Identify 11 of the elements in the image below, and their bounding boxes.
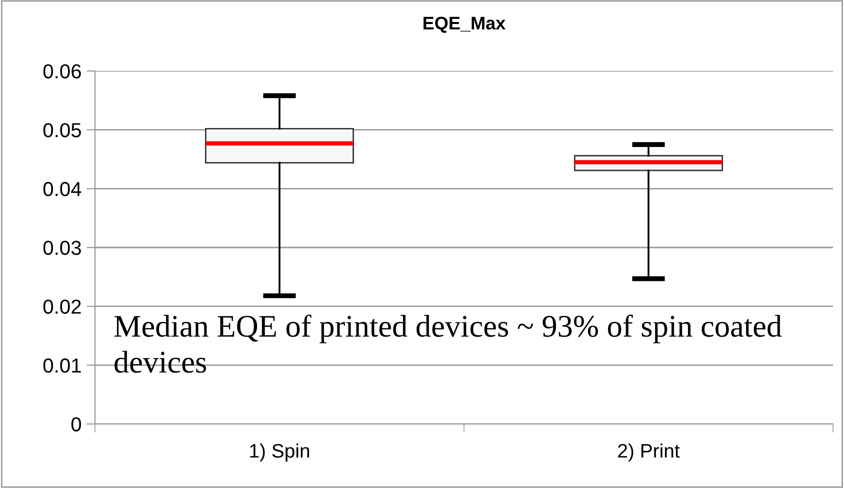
annotation: Median EQE of printed devices ~ 93% of spin coated devices — [114, 314, 782, 373]
y-tick-label: 0 — [71, 417, 82, 432]
y-tick-label: 0.02 — [43, 300, 81, 314]
chart-title: EQE_Max — [424, 16, 506, 33]
x-tick-label: 1) Spin — [250, 443, 310, 462]
y-tick-label: 0.04 — [43, 182, 82, 196]
y-tick-label: 0.06 — [43, 64, 81, 78]
y-tick-label: 0.03 — [43, 240, 81, 255]
y-tick-label: 0.01 — [43, 358, 81, 373]
x-tick-label: 2) Print — [618, 443, 680, 462]
y-tick-label: 0.05 — [43, 123, 81, 138]
